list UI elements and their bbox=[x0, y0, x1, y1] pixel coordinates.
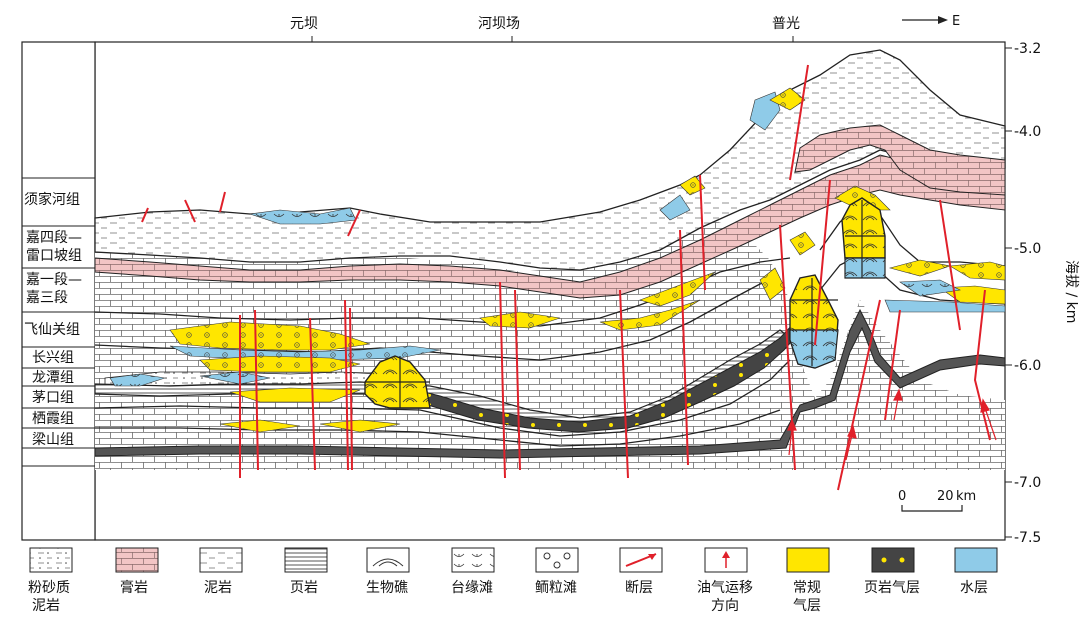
direction-label: E bbox=[952, 14, 960, 29]
scale-length: 20 bbox=[937, 489, 954, 504]
water-lens bbox=[884, 299, 1006, 313]
water-layer-icon bbox=[954, 547, 998, 573]
legend-label-gas: 常规 bbox=[793, 580, 821, 596]
legend-label-shale: 页岩 bbox=[290, 580, 318, 596]
reef-water-body bbox=[789, 329, 839, 369]
bioreef-icon bbox=[366, 547, 410, 573]
tick-label: -4.0 bbox=[1014, 124, 1041, 140]
legend-label-gypsum: 膏岩 bbox=[120, 579, 148, 596]
legend-label-shalegas: 页岩气层 bbox=[864, 580, 920, 596]
formation-liangshan: 梁山组 bbox=[32, 432, 74, 448]
formation-qixia: 栖霞组 bbox=[32, 411, 74, 427]
scale-unit: km bbox=[956, 489, 976, 504]
legend-label-water: 水层 bbox=[960, 580, 988, 596]
formation-longtan: 龙潭组 bbox=[32, 369, 74, 386]
scale-zero: 0 bbox=[898, 489, 906, 504]
migration-arrow-icon bbox=[787, 418, 797, 456]
shale-layer-deep bbox=[94, 308, 1006, 459]
tick-label: -7.0 bbox=[1014, 475, 1041, 491]
gas-lens bbox=[759, 267, 786, 301]
water-lens bbox=[249, 207, 357, 225]
top-locations: 元坝 河坝场 普光 E bbox=[290, 14, 960, 42]
legend-label-fault: 断层 bbox=[625, 580, 653, 596]
legend-label-silty-2: 泥岩 bbox=[32, 598, 60, 614]
legend-label-shoal: 台缘滩 bbox=[451, 580, 493, 596]
water-lens bbox=[109, 373, 166, 387]
gas-lens bbox=[769, 87, 806, 111]
legend-label-migration-2: 方向 bbox=[711, 598, 739, 614]
shale-icon bbox=[284, 547, 328, 573]
formation-jia1-line1: 嘉一段— bbox=[26, 272, 82, 288]
legend: 粉砂质 泥岩 膏岩 泥岩 页岩 生物礁 台缘滩 鲕粒滩 断层 油气运移 方向 常… bbox=[28, 547, 998, 614]
faults bbox=[141, 64, 991, 491]
tick-label: -6.0 bbox=[1014, 358, 1041, 374]
formation-jia4-line2: 雷口坡组 bbox=[26, 248, 82, 264]
formation-feixianguan: 飞仙关组 bbox=[24, 322, 80, 338]
legend-label-gas-2: 气层 bbox=[793, 598, 821, 614]
formation-xujiahe: 须家河组 bbox=[24, 191, 80, 208]
legend-label-silty: 粉砂质 bbox=[28, 580, 70, 596]
location-yuanba: 元坝 bbox=[290, 16, 318, 32]
reef-water-body bbox=[844, 257, 886, 279]
gas-lens bbox=[639, 271, 716, 307]
shale-gas-icon bbox=[871, 547, 915, 573]
reservoir-lenses bbox=[109, 87, 1006, 433]
migration-arrow-icon bbox=[704, 547, 748, 573]
tick-label: -7.5 bbox=[1014, 530, 1041, 546]
legend-label-oolite: 鲕粒滩 bbox=[535, 580, 577, 596]
formation-column: 须家河组 嘉四段— 雷口坡组 嘉一段— 嘉三段 飞仙关组 长兴组 龙潭组 茅口组… bbox=[21, 41, 96, 541]
axis-title: 海拔 / km bbox=[1063, 260, 1079, 323]
water-lens bbox=[659, 194, 691, 221]
reef-bodies bbox=[364, 197, 886, 409]
silty-mudstone-icon bbox=[29, 547, 73, 573]
scale-bar: 0 20 km bbox=[898, 489, 976, 512]
migration-arrow-icon bbox=[980, 398, 997, 441]
conventional-gas-icon bbox=[786, 547, 830, 573]
east-arrow-icon bbox=[902, 16, 948, 24]
elevation-axis: -3.2 -4.0 -5.0 -6.0 -7.0 -7.5 海拔 / km bbox=[1005, 41, 1079, 546]
formation-maokou: 茅口组 bbox=[32, 390, 74, 406]
formation-jia4-line1: 嘉四段— bbox=[26, 230, 82, 246]
tick-label: -5.0 bbox=[1014, 241, 1041, 257]
gas-lens bbox=[679, 175, 706, 196]
location-puguang: 普光 bbox=[772, 16, 800, 32]
migration-arrow-icon bbox=[893, 388, 903, 421]
location-hebachang: 河坝场 bbox=[478, 16, 520, 32]
gypsum-icon bbox=[115, 547, 159, 573]
formation-jia1-line2: 嘉三段 bbox=[26, 290, 68, 306]
gypsum-anticline bbox=[794, 124, 1006, 196]
tick-label: -3.2 bbox=[1014, 41, 1041, 57]
legend-label-bioreef: 生物礁 bbox=[366, 580, 408, 596]
migration-arrows bbox=[787, 388, 997, 461]
gas-lens bbox=[599, 299, 701, 331]
formation-changxing: 长兴组 bbox=[32, 350, 74, 366]
gas-lens bbox=[949, 261, 1006, 281]
gas-lens bbox=[789, 231, 816, 256]
gas-lens bbox=[229, 387, 361, 403]
water-lens bbox=[199, 371, 271, 385]
platform-margin-shoal-icon bbox=[451, 547, 495, 573]
legend-label-mudstone: 泥岩 bbox=[204, 580, 232, 596]
oolitic-shoal-icon bbox=[535, 547, 579, 573]
water-lens bbox=[899, 279, 961, 297]
migration-arrow-icon bbox=[845, 424, 857, 461]
mudstone-icon bbox=[199, 547, 243, 573]
fault-icon bbox=[619, 547, 663, 573]
legend-label-migration: 油气运移 bbox=[697, 580, 753, 596]
